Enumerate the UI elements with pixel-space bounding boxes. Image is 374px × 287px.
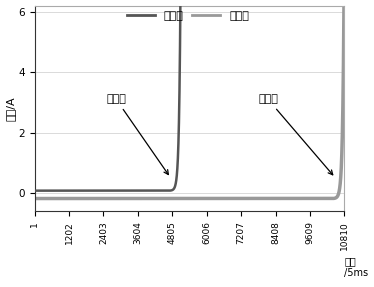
Y-axis label: 电流/A: 电流/A — [6, 96, 16, 121]
Text: 时间
/5ms: 时间 /5ms — [344, 257, 368, 278]
Text: 有磁反: 有磁反 — [258, 94, 333, 175]
Text: 有磁正: 有磁正 — [106, 94, 168, 174]
Legend: 有磁正, 有磁反: 有磁正, 有磁反 — [127, 11, 249, 21]
